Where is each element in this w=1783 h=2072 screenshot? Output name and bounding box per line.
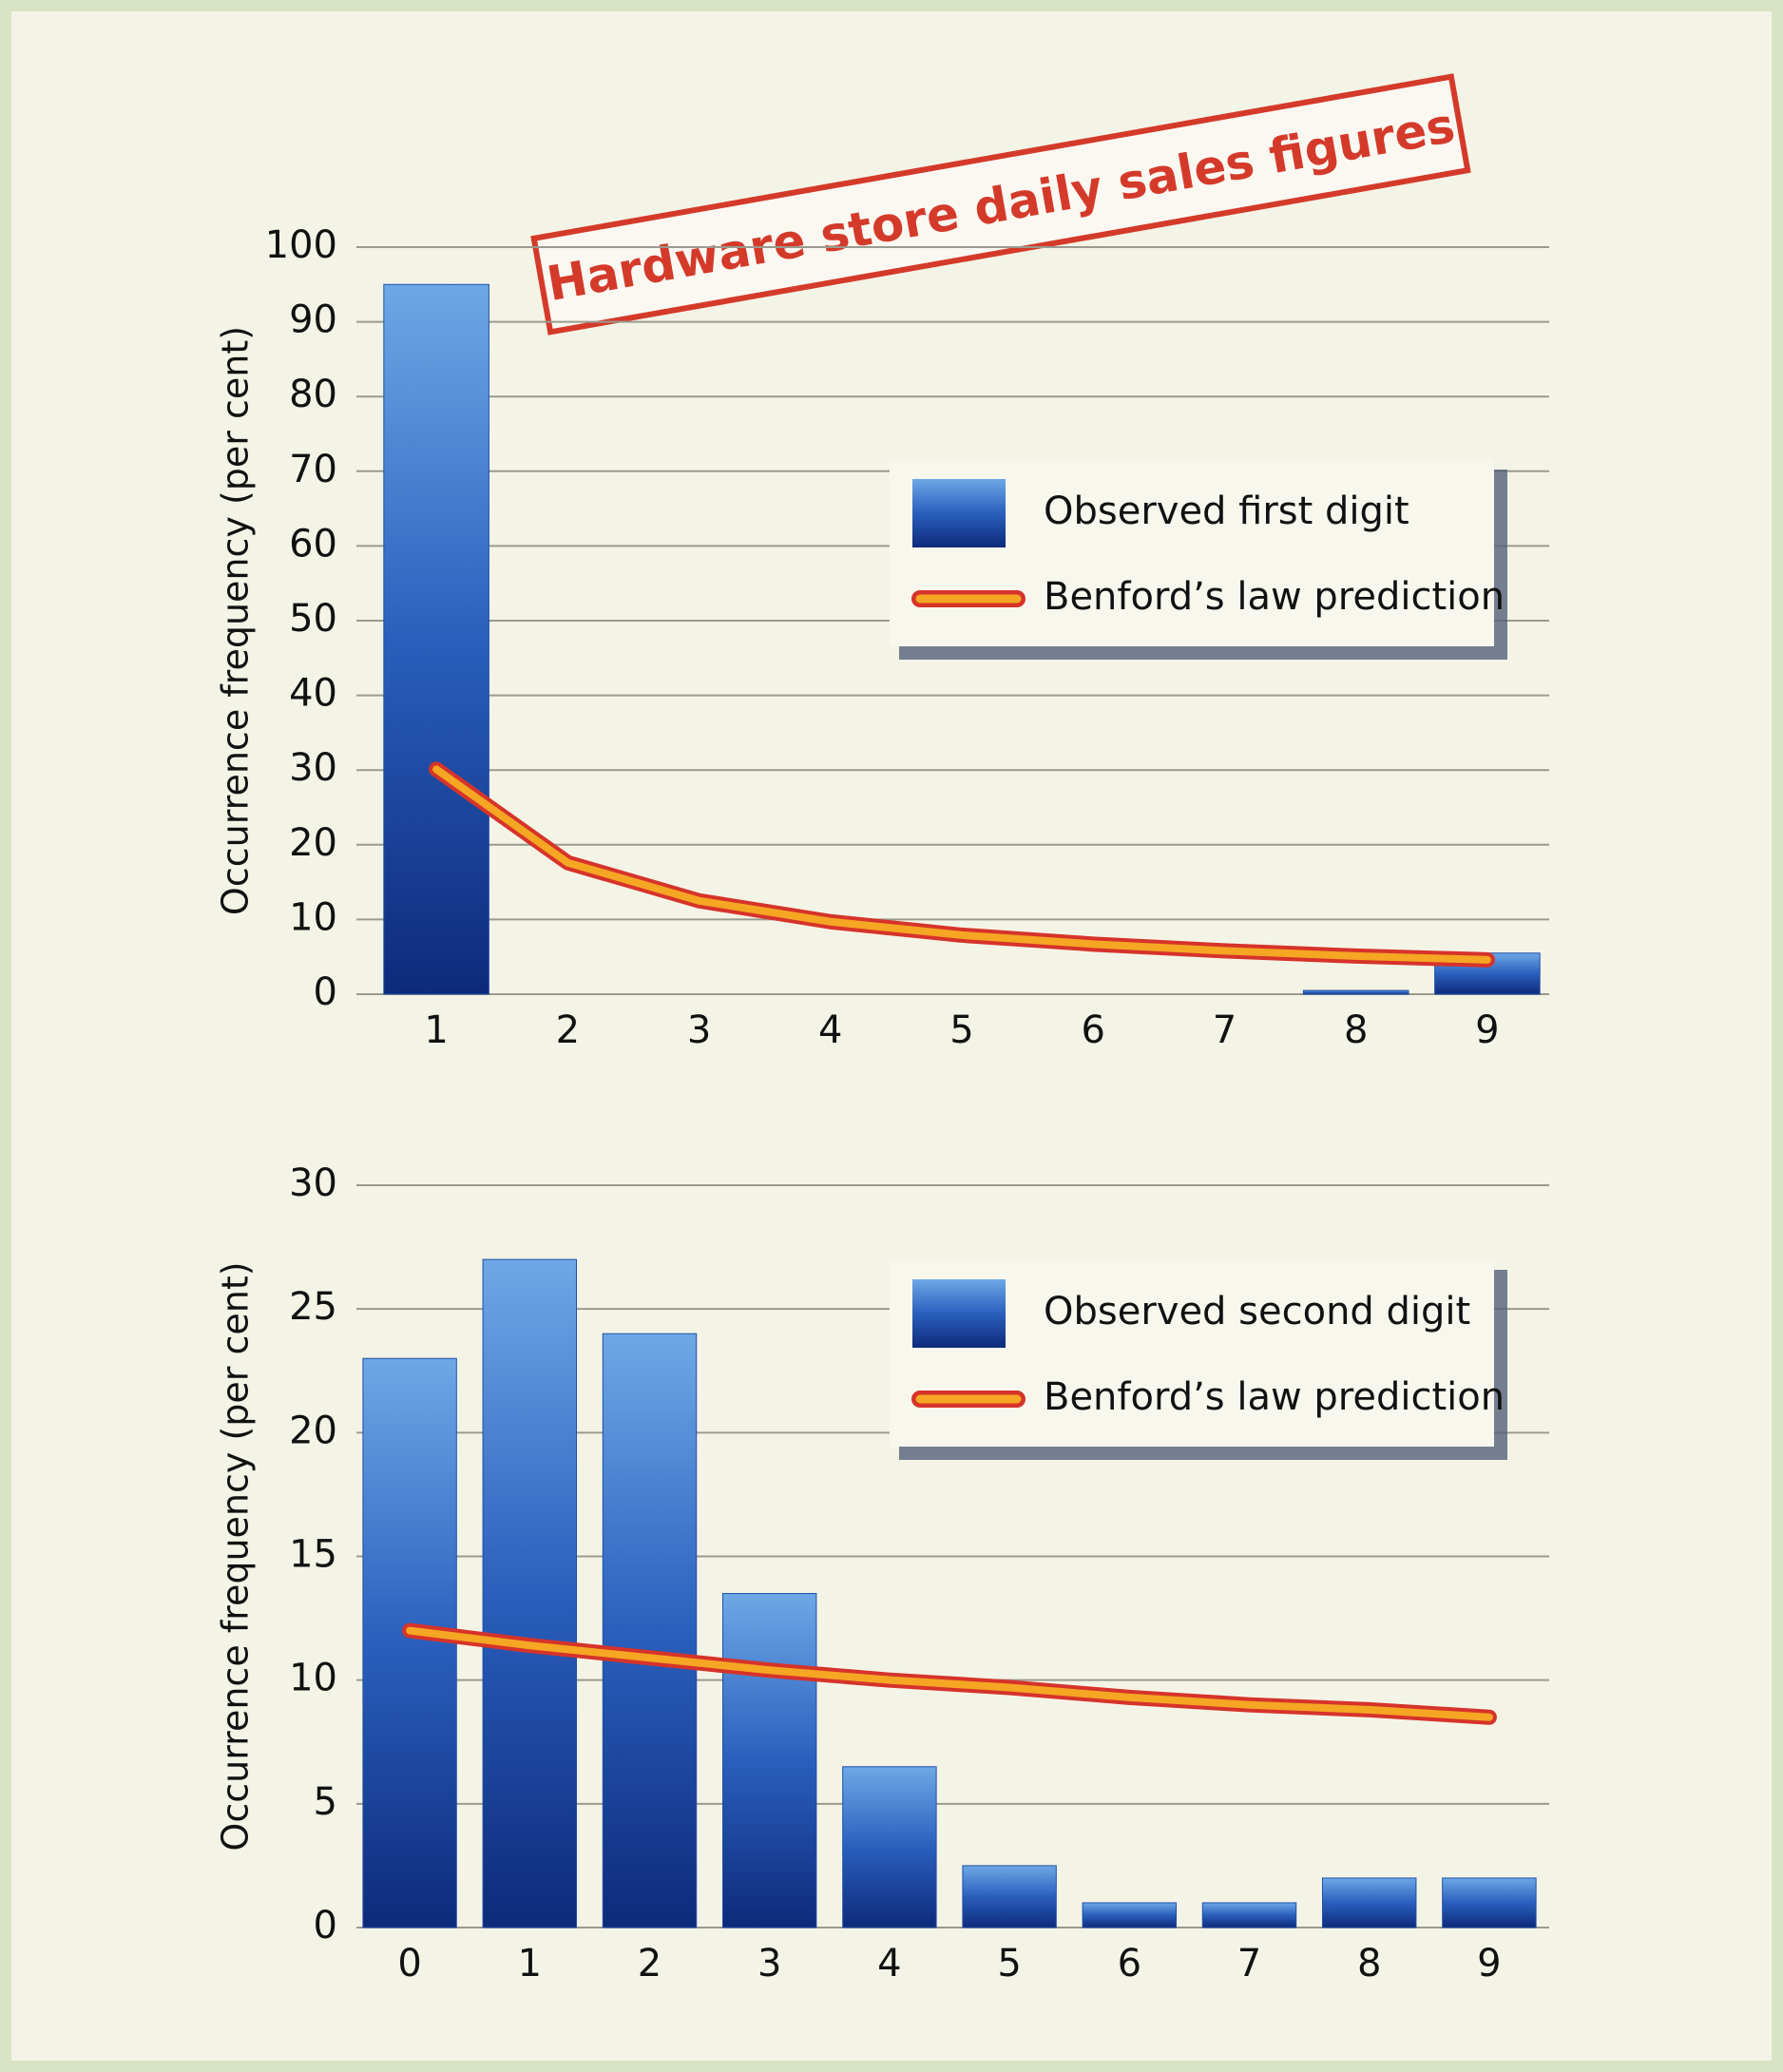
x-tick-label: 4 [818,1008,842,1052]
y-tick-label: 70 [289,448,337,491]
y-axis-label: Occurrence frequency (per cent) [215,326,257,915]
benford-line [432,765,1491,964]
y-tick-label: 90 [289,298,337,342]
bar [721,1593,817,1928]
x-tick-label: 2 [638,1942,661,1986]
x-tick-label: 8 [1357,1942,1381,1986]
x-tick-label: 8 [1344,1008,1368,1052]
y-tick-label: 5 [314,1780,337,1824]
y-tick-label: 10 [289,895,337,939]
y-tick-label: 60 [289,522,337,566]
legend-label: Observed second digit [1044,1290,1470,1333]
y-tick-label: 20 [289,821,337,865]
y-tick-label: 0 [314,1904,337,1947]
x-tick-label: 3 [757,1942,781,1986]
legend-label: Benford’s law prediction [1044,575,1505,619]
x-tick-label: 6 [1118,1942,1141,1986]
x-tick-label: 5 [949,1008,973,1052]
y-tick-label: 25 [289,1285,337,1329]
y-axis-label: Occurrence frequency (per cent) [215,1261,257,1851]
bar [362,1357,457,1928]
y-tick-label: 40 [289,672,337,716]
y-tick-label: 10 [289,1657,337,1700]
x-tick-label: 2 [556,1008,580,1052]
bar [482,1258,578,1928]
x-tick-label: 9 [1477,1942,1501,1986]
bar [842,1766,937,1928]
legend-swatch [912,479,1006,547]
x-tick-label: 3 [687,1008,711,1052]
bar [383,283,489,995]
y-tick-label: 100 [265,223,337,267]
y-tick-label: 30 [289,1161,337,1205]
x-tick-label: 1 [518,1942,542,1986]
benford-line [406,1626,1493,1721]
x-tick-label: 4 [877,1942,901,1986]
bar [1082,1902,1178,1928]
x-tick-label: 5 [997,1942,1021,1986]
bar [1302,989,1409,995]
x-tick-label: 7 [1213,1008,1237,1052]
x-tick-label: 0 [397,1942,421,1986]
y-tick-label: 50 [289,597,337,641]
x-tick-label: 6 [1081,1008,1104,1052]
bar [1442,1877,1537,1928]
legend-label: Observed first digit [1044,489,1409,533]
bar [1321,1877,1417,1928]
y-tick-label: 20 [289,1409,337,1452]
legend-label: Benford’s law prediction [1044,1375,1505,1419]
y-tick-label: 80 [289,373,337,416]
legend-swatch [912,1279,1006,1348]
x-tick-label: 1 [424,1008,448,1052]
x-tick-label: 7 [1237,1942,1261,1986]
stamp-box [530,73,1471,336]
y-tick-label: 0 [314,970,337,1014]
y-tick-label: 15 [289,1533,337,1577]
bar [962,1865,1057,1928]
y-tick-label: 30 [289,746,337,790]
bar [602,1333,698,1928]
bar [1201,1902,1297,1928]
x-tick-label: 9 [1475,1008,1499,1052]
